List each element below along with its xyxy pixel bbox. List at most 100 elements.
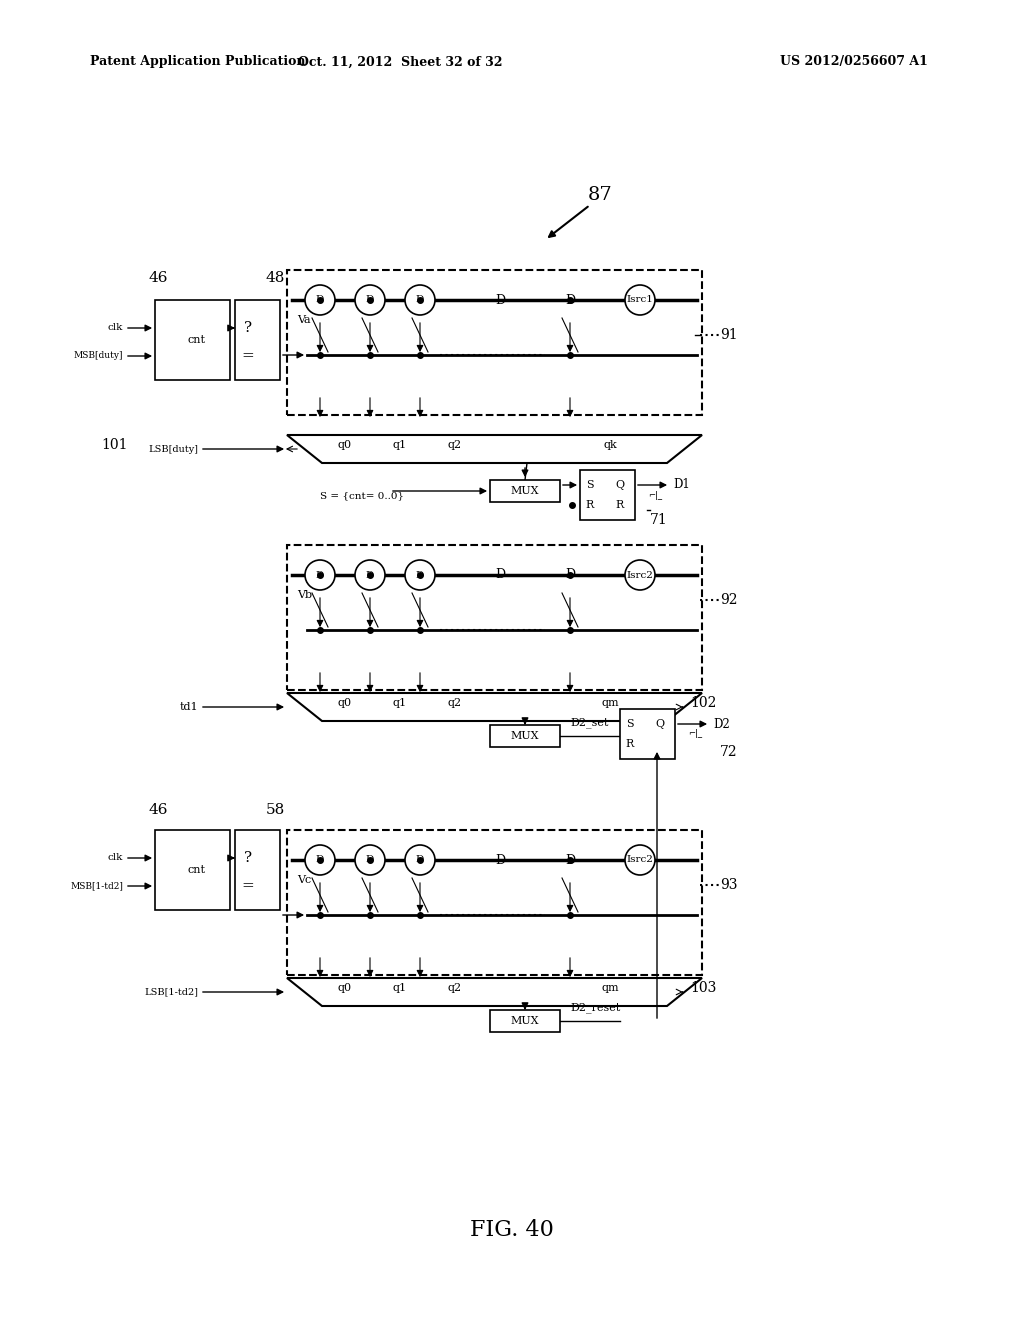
Bar <box>155 830 230 909</box>
Text: D: D <box>565 293 575 306</box>
Bar <box>490 1010 560 1032</box>
Circle shape <box>625 285 655 315</box>
Text: S: S <box>627 719 634 729</box>
Text: 101: 101 <box>101 438 128 451</box>
Text: D: D <box>315 855 325 865</box>
Text: D: D <box>565 569 575 582</box>
Text: R: R <box>586 500 594 510</box>
Bar <box>155 300 230 380</box>
Text: 58: 58 <box>265 803 285 817</box>
Text: D: D <box>315 570 325 579</box>
Text: Isrc2: Isrc2 <box>627 570 653 579</box>
Text: MSB[1-td2]: MSB[1-td2] <box>70 882 123 891</box>
Text: Oct. 11, 2012  Sheet 32 of 32: Oct. 11, 2012 Sheet 32 of 32 <box>298 55 502 69</box>
Text: D: D <box>416 296 424 305</box>
Bar <box>620 709 675 759</box>
Text: q1: q1 <box>393 698 408 708</box>
Text: Vb: Vb <box>297 590 312 601</box>
Text: ⌐|_: ⌐|_ <box>648 491 663 499</box>
Text: q2: q2 <box>447 440 462 450</box>
Text: cnt: cnt <box>187 335 205 345</box>
Text: MUX: MUX <box>511 1016 540 1026</box>
Bar <box>580 470 635 520</box>
Circle shape <box>305 560 335 590</box>
Text: 72: 72 <box>720 744 737 759</box>
Text: D1: D1 <box>673 479 690 491</box>
Text: D: D <box>495 569 505 582</box>
Text: LSB[1-td2]: LSB[1-td2] <box>144 987 198 997</box>
Text: D: D <box>366 570 374 579</box>
Text: ?: ? <box>244 321 252 335</box>
Text: Patent Application Publication: Patent Application Publication <box>90 55 305 69</box>
Polygon shape <box>287 436 702 463</box>
Text: D: D <box>565 854 575 866</box>
Text: clk: clk <box>108 323 123 333</box>
Circle shape <box>625 845 655 875</box>
Circle shape <box>305 845 335 875</box>
Text: R: R <box>615 500 624 510</box>
Text: Q: Q <box>655 719 665 729</box>
Text: D: D <box>315 296 325 305</box>
Bar <box>287 545 702 690</box>
Text: 46: 46 <box>148 803 168 817</box>
Text: 92: 92 <box>720 593 737 607</box>
Text: 87: 87 <box>588 186 612 205</box>
Text: MUX: MUX <box>511 731 540 741</box>
Bar <box>490 480 560 502</box>
Text: q0: q0 <box>338 983 352 993</box>
Text: qm: qm <box>601 698 618 708</box>
Text: MUX: MUX <box>511 486 540 496</box>
Text: q2: q2 <box>447 698 462 708</box>
Text: q0: q0 <box>338 698 352 708</box>
Circle shape <box>625 560 655 590</box>
Circle shape <box>406 845 435 875</box>
Text: q2: q2 <box>447 983 462 993</box>
Text: D: D <box>495 293 505 306</box>
Text: td1: td1 <box>179 702 198 711</box>
Text: D: D <box>366 296 374 305</box>
Text: US 2012/0256607 A1: US 2012/0256607 A1 <box>780 55 928 69</box>
Text: D2_set: D2_set <box>570 718 608 729</box>
Text: D: D <box>416 570 424 579</box>
Text: S: S <box>586 480 594 490</box>
Text: LSB[duty]: LSB[duty] <box>148 445 198 454</box>
Text: 71: 71 <box>650 513 668 527</box>
Text: ⌐|_: ⌐|_ <box>688 730 702 738</box>
Bar <box>490 725 560 747</box>
Text: D: D <box>416 855 424 865</box>
Text: q1: q1 <box>393 440 408 450</box>
Polygon shape <box>287 693 702 721</box>
Text: S = {cnt= 0..0}: S = {cnt= 0..0} <box>319 491 404 500</box>
Text: 48: 48 <box>265 271 285 285</box>
Text: =: = <box>242 348 254 363</box>
Text: D: D <box>495 854 505 866</box>
Circle shape <box>305 285 335 315</box>
Text: Isrc2: Isrc2 <box>627 855 653 865</box>
Text: clk: clk <box>108 854 123 862</box>
Polygon shape <box>287 978 702 1006</box>
Text: D2_reset: D2_reset <box>570 1003 621 1014</box>
Circle shape <box>355 560 385 590</box>
Circle shape <box>355 845 385 875</box>
Text: qk: qk <box>603 440 616 450</box>
Text: D2: D2 <box>713 718 730 730</box>
Text: Q: Q <box>615 480 625 490</box>
Text: 103: 103 <box>690 981 717 995</box>
Text: 46: 46 <box>148 271 168 285</box>
Text: FIG. 40: FIG. 40 <box>470 1218 554 1241</box>
Text: ?: ? <box>244 851 252 865</box>
Circle shape <box>406 560 435 590</box>
Text: q0: q0 <box>338 440 352 450</box>
Text: =: = <box>242 879 254 894</box>
Text: 93: 93 <box>720 878 737 892</box>
Text: q1: q1 <box>393 983 408 993</box>
Text: 102: 102 <box>690 696 717 710</box>
Text: D: D <box>366 855 374 865</box>
Text: Va: Va <box>297 315 310 325</box>
Text: R: R <box>626 739 634 748</box>
Text: 91: 91 <box>720 327 737 342</box>
Bar <box>234 300 280 380</box>
Bar <box>234 830 280 909</box>
Text: Isrc1: Isrc1 <box>627 296 653 305</box>
Text: MSB[duty]: MSB[duty] <box>74 351 123 360</box>
